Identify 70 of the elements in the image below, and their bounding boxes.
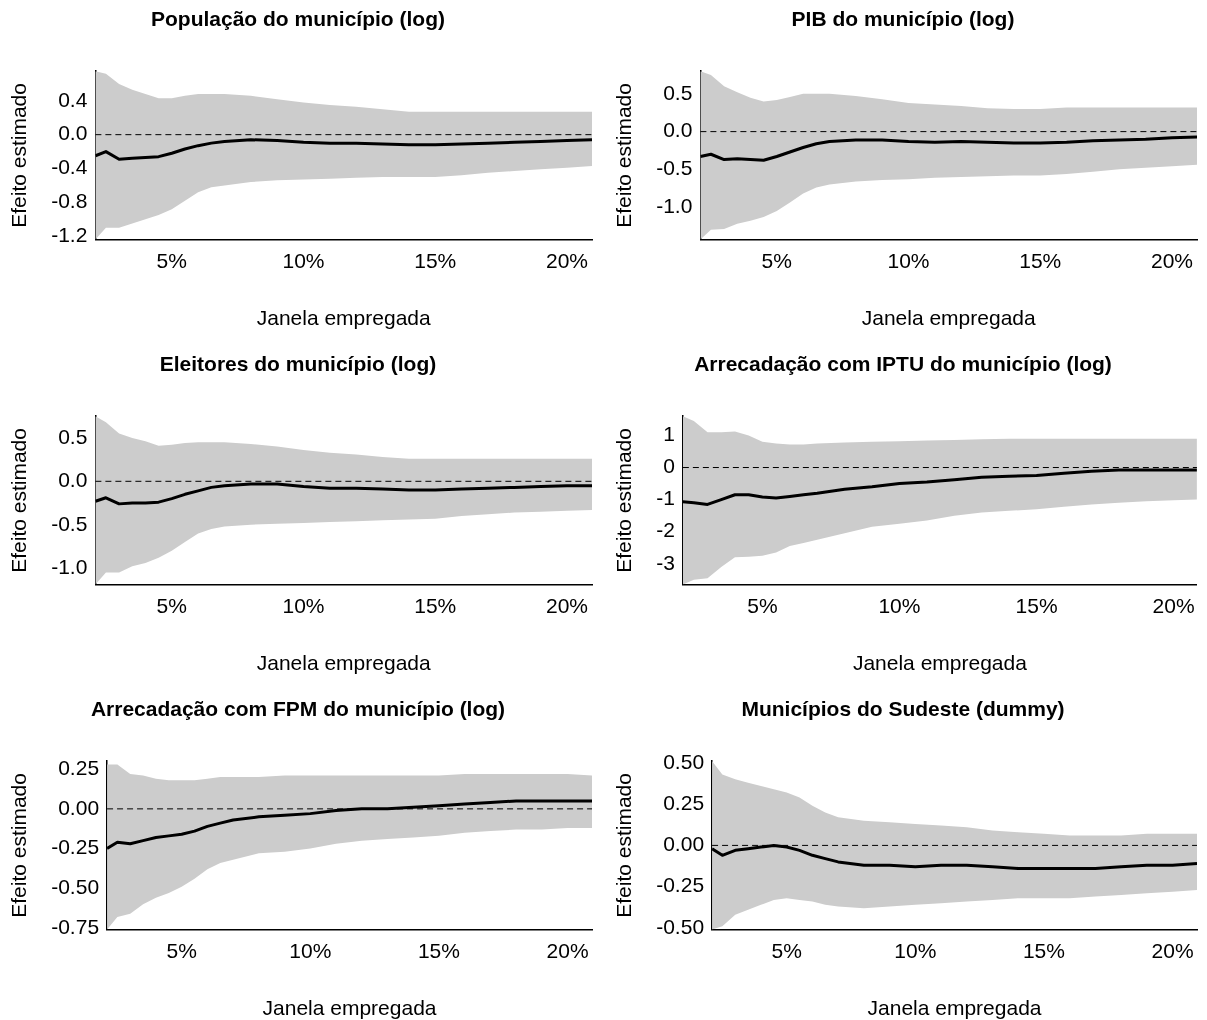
y-tick-label: -0.5 (656, 156, 693, 180)
x-axis-title: Janela empregada (256, 651, 431, 675)
x-tick-label: 10% (282, 594, 325, 617)
y-tick-label: 0.5 (663, 80, 693, 104)
y-tick-label: -3 (656, 550, 675, 574)
chart-title: Arrecadação com FPM do município (log) (90, 697, 506, 721)
chart-title: Eleitores do município (log) (159, 352, 437, 376)
y-tick-label: 1 (663, 422, 675, 446)
y-tick-label: -1.0 (51, 554, 88, 578)
x-tick-label: 5% (166, 939, 197, 962)
y-axis-title: Efeito estimado (7, 83, 31, 228)
x-tick-label: 20% (1151, 939, 1194, 962)
x-axis-title: Janela empregada (262, 996, 437, 1020)
y-tick-label: 0.0 (663, 118, 693, 142)
y-tick-label: 0.25 (663, 790, 705, 814)
y-tick-label: -1.2 (51, 223, 88, 247)
x-tick-label: 10% (894, 939, 937, 962)
chart-title: PIB do município (log) (791, 7, 1015, 31)
y-tick-label: -1.0 (656, 193, 693, 217)
x-tick-label: 20% (546, 939, 589, 962)
x-axis-title: Janela empregada (867, 996, 1042, 1020)
x-tick-label: 15% (417, 939, 460, 962)
x-axis-title: Janela empregada (852, 651, 1028, 675)
x-tick-label: 15% (414, 594, 457, 617)
x-tick-label: 15% (1022, 939, 1065, 962)
x-tick-label: 20% (545, 249, 588, 272)
y-tick-label: 0 (663, 454, 675, 478)
y-axis-title: Efeito estimado (612, 773, 636, 918)
x-tick-label: 20% (545, 594, 588, 617)
chart-title: Arrecadação com IPTU do município (log) (694, 352, 1112, 376)
x-tick-label: 10% (878, 594, 921, 617)
y-tick-label: 0.0 (58, 468, 88, 492)
y-axis-title: Efeito estimado (7, 773, 31, 918)
y-tick-label: -0.25 (51, 835, 100, 859)
y-tick-label: -0.8 (51, 189, 88, 213)
chart-title: Municípios do Sudeste (dummy) (741, 697, 1065, 721)
x-tick-label: 5% (156, 249, 187, 272)
y-tick-label: -2 (656, 518, 675, 542)
x-tick-label: 20% (1150, 249, 1193, 272)
x-tick-label: 5% (156, 594, 187, 617)
y-tick-label: -1 (656, 486, 675, 510)
x-tick-label: 10% (289, 939, 332, 962)
y-tick-label: 0.5 (58, 424, 88, 448)
x-axis-title: Janela empregada (861, 306, 1036, 330)
y-tick-label: -0.5 (51, 511, 88, 535)
x-tick-label: 5% (761, 249, 792, 272)
x-tick-label: 15% (1019, 249, 1062, 272)
y-tick-label: -0.50 (656, 914, 705, 938)
y-tick-label: 0.25 (58, 755, 100, 779)
x-tick-label: 5% (771, 939, 802, 962)
x-tick-label: 5% (747, 594, 778, 617)
y-tick-label: 0.50 (663, 749, 705, 773)
y-tick-label: 0.00 (58, 795, 100, 819)
y-tick-label: -0.25 (656, 873, 705, 897)
y-axis-title: Efeito estimado (612, 83, 636, 228)
x-axis-title: Janela empregada (256, 306, 431, 330)
x-tick-label: 15% (414, 249, 457, 272)
y-tick-label: 0.00 (663, 832, 705, 856)
x-tick-label: 10% (282, 249, 325, 272)
x-tick-label: 15% (1015, 594, 1058, 617)
chart-title: População do município (log) (151, 7, 445, 31)
y-tick-label: -0.50 (51, 875, 100, 899)
y-axis-title: Efeito estimado (612, 428, 636, 573)
x-tick-label: 20% (1152, 594, 1195, 617)
y-tick-label: 0.4 (58, 87, 88, 111)
y-tick-label: -0.75 (51, 914, 100, 938)
y-tick-label: -0.4 (51, 155, 88, 179)
x-tick-label: 10% (887, 249, 930, 272)
y-tick-label: 0.0 (58, 121, 88, 145)
y-axis-title: Efeito estimado (7, 428, 31, 573)
